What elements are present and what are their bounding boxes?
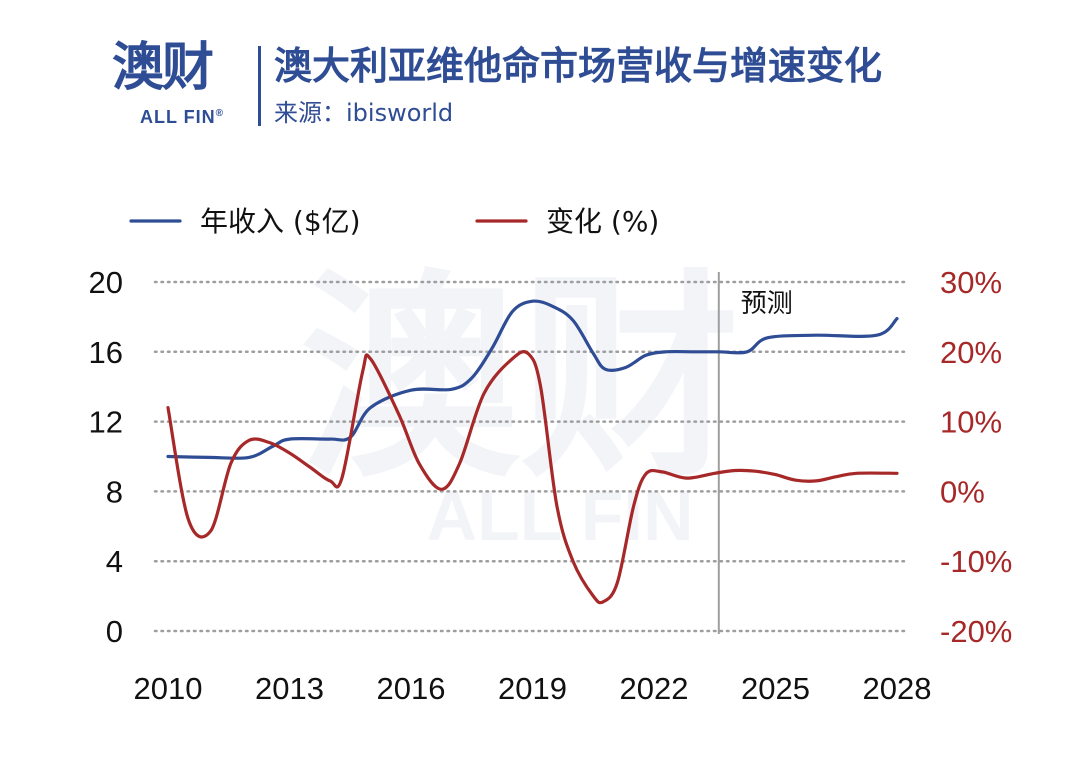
series-line-change	[166, 350, 899, 605]
registered-mark: ®	[215, 108, 225, 119]
header: 澳财 ALL FIN® 澳大利亚维他命市场营收与增速变化 来源：ibisworl…	[0, 0, 1080, 150]
logo-chinese: 澳财	[112, 38, 214, 98]
x-axis-tick-label: 2013	[255, 671, 324, 706]
right-axis-tick-label: -10%	[940, 544, 1012, 579]
left-axis-tick-label: 20	[89, 265, 123, 300]
x-axis-tick-label: 2010	[134, 671, 203, 706]
right-axis-tick-label: 30%	[940, 265, 1002, 300]
page-title: 澳大利亚维他命市场营收与增速变化	[274, 44, 883, 88]
left-axis-tick-label: 0	[106, 614, 123, 649]
left-axis-tick-label: 12	[89, 405, 123, 440]
legend-label: 年收入 ($亿)	[200, 205, 361, 238]
x-axis-tick-label: 2022	[620, 671, 689, 706]
left-axis-tick-label: 8	[106, 474, 123, 509]
right-axis-tick-label: 20%	[940, 335, 1002, 370]
x-axis-tick-label: 2019	[498, 671, 567, 706]
legend-label: 变化 (%)	[546, 205, 659, 238]
forecast-label: 预测	[741, 289, 793, 319]
watermark-chinese: 澳财	[300, 251, 740, 507]
right-axis-tick-label: 0%	[940, 474, 985, 509]
logo-english: ALL FIN®	[140, 104, 224, 127]
x-axis-tick-label: 2016	[377, 671, 446, 706]
x-axis-tick-label: 2028	[863, 671, 932, 706]
x-axis: 2010 2013 2016 2019 2022 2025 2028	[134, 671, 932, 706]
header-divider	[258, 46, 261, 126]
x-axis-tick-label: 2025	[741, 671, 810, 706]
logo-english-text: ALL FIN	[140, 107, 216, 127]
right-axis-tick-label: -20%	[940, 614, 1012, 649]
series-layer	[166, 299, 899, 605]
source-label: 来源：ibisworld	[274, 99, 454, 127]
right-axis: 30% 20% 10% 0% -10% -20%	[940, 265, 1012, 649]
grid	[153, 280, 907, 633]
left-axis-tick-label: 4	[106, 544, 123, 579]
left-axis-tick-label: 16	[89, 335, 123, 370]
left-axis: 20 16 12 8 4 0	[89, 265, 123, 649]
legend: 年收入 ($亿) 变化 (%)	[129, 205, 659, 238]
right-axis-tick-label: 10%	[940, 405, 1002, 440]
watermark: 澳财 ALL FIN	[300, 251, 740, 555]
series-line-revenue	[166, 299, 899, 460]
